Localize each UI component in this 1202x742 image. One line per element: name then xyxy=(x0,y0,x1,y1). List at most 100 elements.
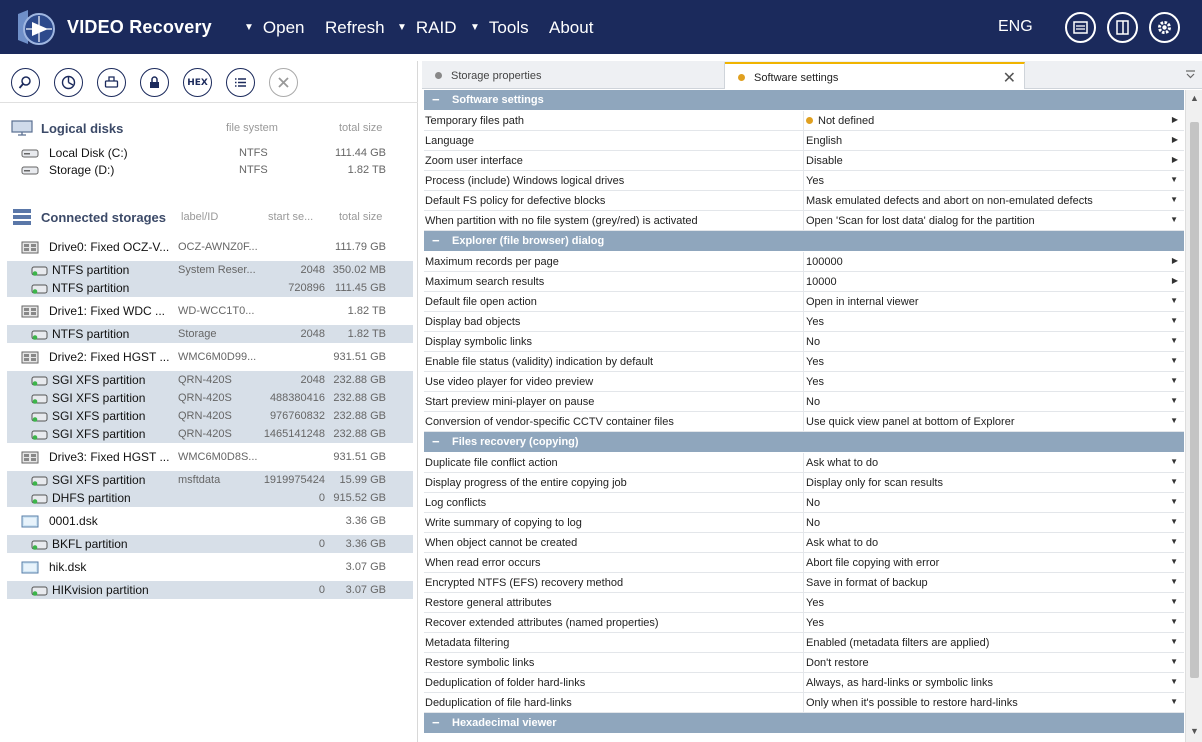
settings-group-header[interactable]: − Software settings xyxy=(424,90,1184,110)
scroll-up-icon[interactable]: ▲ xyxy=(1190,93,1199,103)
drive-row[interactable]: Drive2: Fixed HGST ... WMC6M0D99... 931.51… xyxy=(7,348,413,366)
collapse-icon[interactable]: − xyxy=(432,715,440,730)
tab-storage-properties[interactable]: Storage properties xyxy=(422,62,725,89)
setting-row[interactable]: Default FS policy for defective blocks Ma… xyxy=(424,191,1184,211)
settings-group-header[interactable]: − Hexadecimal viewer xyxy=(424,713,1184,733)
dropdown-arrow-icon[interactable]: ▼ xyxy=(1170,175,1178,184)
dropdown-arrow-icon[interactable]: ▼ xyxy=(1170,376,1178,385)
partition-row[interactable]: SGI XFS partition QRN-420S 2048 232.88 GB xyxy=(7,371,413,389)
collapse-icon[interactable]: − xyxy=(432,233,440,248)
setting-row[interactable]: When object cannot be created Ask what to… xyxy=(424,533,1184,553)
partition-row[interactable]: SGI XFS partition QRN-420S 976760832 232.88… xyxy=(7,407,413,425)
dropdown-arrow-icon[interactable]: ▼ xyxy=(1170,215,1178,224)
partition-row[interactable]: HIKvision partition 0 3.07 GB xyxy=(7,581,413,599)
vertical-scrollbar[interactable]: ▲ ▼ xyxy=(1185,90,1202,742)
setting-value[interactable]: Only when it's possible to restore hard-… xyxy=(806,697,1018,709)
setting-value[interactable]: Ask what to do xyxy=(806,457,878,469)
setting-row[interactable]: Temporary files path Not defined ▶ xyxy=(424,111,1184,131)
menu-about[interactable]: About xyxy=(549,18,593,38)
panel-toggle-button[interactable] xyxy=(1107,12,1138,43)
setting-value[interactable]: Save in format of backup xyxy=(806,577,928,589)
setting-value[interactable]: Always, as hard-links or symbolic links xyxy=(806,677,993,689)
dropdown-arrow-icon[interactable]: ▼ xyxy=(1170,557,1178,566)
logical-disk-row[interactable]: Local Disk (C:) NTFS 111.44 GB xyxy=(7,144,413,162)
dropdown-arrow-icon[interactable]: ▼ xyxy=(1170,497,1178,506)
menu-refresh[interactable]: Refresh xyxy=(325,18,385,38)
log-button[interactable] xyxy=(1065,12,1096,43)
setting-value[interactable]: 10000 xyxy=(806,276,837,288)
setting-row[interactable]: Maximum search results 10000 ▶ xyxy=(424,272,1184,292)
setting-row[interactable]: Restore general attributes Yes ▼ xyxy=(424,593,1184,613)
setting-value[interactable]: Enabled (metadata filters are applied) xyxy=(806,637,989,649)
dropdown-arrow-icon[interactable]: ▼ xyxy=(1170,677,1178,686)
menu-tools[interactable]: ▼ Tools xyxy=(470,18,529,38)
menu-raid[interactable]: ▼ RAID xyxy=(397,18,457,38)
setting-value[interactable]: Yes xyxy=(806,597,824,609)
settings-group-header[interactable]: − Explorer (file browser) dialog xyxy=(424,231,1184,251)
setting-row[interactable]: Default file open action Open in internal… xyxy=(424,292,1184,312)
setting-row[interactable]: When read error occurs Abort file copying… xyxy=(424,553,1184,573)
setting-row[interactable]: Conversion of vendor-specific CCTV conta… xyxy=(424,412,1184,432)
collapse-icon[interactable]: − xyxy=(432,92,440,107)
dropdown-arrow-icon[interactable]: ▼ xyxy=(1170,657,1178,666)
setting-row[interactable]: Deduplication of folder hard-links Always… xyxy=(424,673,1184,693)
setting-row[interactable]: Display symbolic links No ▼ xyxy=(424,332,1184,352)
setting-value[interactable]: Don't restore xyxy=(806,657,869,669)
encryption-button[interactable] xyxy=(140,68,169,97)
dropdown-arrow-icon[interactable]: ▼ xyxy=(1170,577,1178,586)
disk-image-row[interactable]: 0001.dsk 3.36 GB xyxy=(7,512,413,530)
language-selector[interactable]: ENG xyxy=(998,18,1033,35)
partition-row[interactable]: DHFS partition 0 915.52 GB xyxy=(7,489,413,507)
dropdown-arrow-icon[interactable]: ▼ xyxy=(1170,396,1178,405)
setting-row[interactable]: Encrypted NTFS (EFS) recovery method Save… xyxy=(424,573,1184,593)
collapse-icon[interactable]: − xyxy=(432,434,440,449)
setting-row[interactable]: Process (include) Windows logical drives… xyxy=(424,171,1184,191)
dropdown-arrow-icon[interactable]: ▼ xyxy=(1170,457,1178,466)
expand-arrow-icon[interactable]: ▶ xyxy=(1171,155,1178,164)
dropdown-arrow-icon[interactable]: ▼ xyxy=(1170,637,1178,646)
setting-value[interactable]: Yes xyxy=(806,175,824,187)
setting-value[interactable]: Mask emulated defects and abort on non-e… xyxy=(806,195,1093,207)
dropdown-arrow-icon[interactable]: ▼ xyxy=(1170,316,1178,325)
setting-row[interactable]: Duplicate file conflict action Ask what t… xyxy=(424,453,1184,473)
dropdown-arrow-icon[interactable]: ▼ xyxy=(1170,356,1178,365)
partition-row[interactable]: SGI XFS partition QRN-420S 1465141248 232.8… xyxy=(7,425,413,443)
partition-row[interactable]: NTFS partition Storage 2048 1.82 TB xyxy=(7,325,413,343)
setting-row[interactable]: Maximum records per page 100000 ▶ xyxy=(424,252,1184,272)
setting-value[interactable]: No xyxy=(806,336,820,348)
setting-row[interactable]: Display bad objects Yes ▼ xyxy=(424,312,1184,332)
settings-group-header[interactable]: − Files recovery (copying) xyxy=(424,432,1184,452)
setting-row[interactable]: Recover extended attributes (named prope… xyxy=(424,613,1184,633)
close-tab-icon[interactable]: ✕ xyxy=(1002,70,1016,87)
logical-disk-row[interactable]: Storage (D:) NTFS 1.82 TB xyxy=(7,161,413,179)
setting-value[interactable]: No xyxy=(806,497,820,509)
setting-value[interactable]: Yes xyxy=(806,376,824,388)
menu-open[interactable]: ▼ Open xyxy=(244,18,305,38)
expand-arrow-icon[interactable]: ▶ xyxy=(1171,276,1178,285)
hex-viewer-button[interactable]: HEX xyxy=(183,68,212,97)
partition-row[interactable]: SGI XFS partition QRN-420S 488380416 232.88… xyxy=(7,389,413,407)
dropdown-arrow-icon[interactable]: ▼ xyxy=(1170,517,1178,526)
dropdown-arrow-icon[interactable]: ▼ xyxy=(1170,195,1178,204)
setting-value[interactable]: Yes xyxy=(806,617,824,629)
scrollbar-thumb[interactable] xyxy=(1190,122,1199,678)
tab-list-dropdown-icon[interactable] xyxy=(1185,69,1196,79)
setting-value[interactable]: Open in internal viewer xyxy=(806,296,919,308)
properties-button[interactable] xyxy=(226,68,255,97)
expand-arrow-icon[interactable]: ▶ xyxy=(1171,135,1178,144)
setting-row[interactable]: Enable file status (validity) indication… xyxy=(424,352,1184,372)
setting-value[interactable]: Yes xyxy=(806,356,824,368)
setting-row[interactable]: Write summary of copying to log No ▼ xyxy=(424,513,1184,533)
tab-software-settings[interactable]: Software settings ✕ xyxy=(725,62,1025,89)
search-button[interactable] xyxy=(11,68,40,97)
dropdown-arrow-icon[interactable]: ▼ xyxy=(1170,416,1178,425)
expand-arrow-icon[interactable]: ▶ xyxy=(1171,256,1178,265)
setting-value[interactable]: Not defined xyxy=(806,115,874,127)
dropdown-arrow-icon[interactable]: ▼ xyxy=(1170,617,1178,626)
setting-row[interactable]: Display progress of the entire copying j… xyxy=(424,473,1184,493)
drive-row[interactable]: Drive1: Fixed WDC ... WD-WCC1T0... 1.82 TB xyxy=(7,302,413,320)
setting-row[interactable]: Log conflicts No ▼ xyxy=(424,493,1184,513)
setting-value[interactable]: Use quick view panel at bottom of Explor… xyxy=(806,416,1015,428)
dropdown-arrow-icon[interactable]: ▼ xyxy=(1170,336,1178,345)
setting-row[interactable]: Deduplication of file hard-links Only whe… xyxy=(424,693,1184,713)
